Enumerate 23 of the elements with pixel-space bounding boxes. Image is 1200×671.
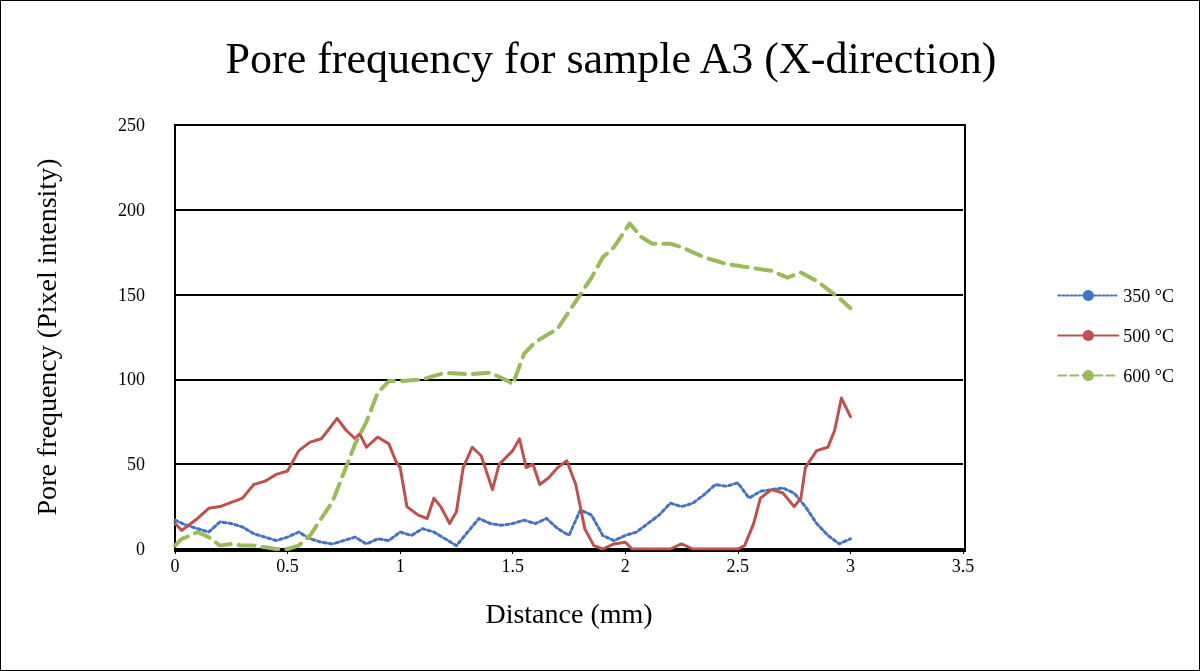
y-tick-label: 50 [127,454,145,475]
y-tick-label: 150 [118,284,145,305]
line-series [173,396,852,551]
x-tick-label: 1 [395,556,405,576]
x-tick-label: 0.5 [276,556,299,576]
y-tick-label: 100 [118,369,145,390]
x-tick-label: 3.5 [951,556,975,576]
chart-title: Pore frequency for sample A3 (X-direction) [225,33,997,83]
x-tick-label: 3 [845,556,855,576]
line-series [173,481,852,548]
legend-label: 600 °C [1123,365,1175,386]
y-axis-title: Pore frequency (Pixel intensity) [30,158,62,516]
x-tick-label: 0 [170,556,180,576]
x-tick-label: 2 [620,556,630,576]
x-tick-label: 1.5 [501,556,524,576]
x-tick-label: 2.5 [726,556,750,576]
x-axis-title: Distance (mm) [485,597,653,629]
y-tick-label: 250 [118,115,145,135]
legend-label: 350 °C [1123,285,1175,306]
y-tick-label: 0 [136,539,145,559]
y-tick-label: 200 [118,199,145,220]
line-series [173,221,853,551]
legend-label: 500 °C [1123,325,1175,346]
